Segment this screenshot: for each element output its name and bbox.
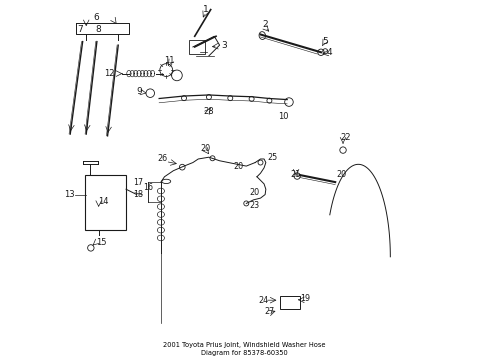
Text: 2: 2 (262, 21, 267, 30)
Bar (189, 40, 205, 54)
Text: 20: 20 (200, 144, 210, 153)
Text: 20: 20 (249, 188, 260, 197)
Text: 19: 19 (299, 294, 309, 303)
Text: 14: 14 (98, 197, 108, 206)
Text: 11: 11 (164, 56, 175, 65)
Text: 4: 4 (325, 48, 331, 57)
Text: 17: 17 (133, 177, 143, 186)
Ellipse shape (162, 179, 170, 184)
Text: 5: 5 (322, 37, 328, 46)
Text: 15: 15 (96, 238, 106, 247)
Text: 2001 Toyota Prius Joint, Windshield Washer Hose
Diagram for 85378-60350: 2001 Toyota Prius Joint, Windshield Wash… (163, 342, 325, 356)
Text: 22: 22 (340, 133, 350, 142)
Text: 7: 7 (77, 25, 83, 34)
Bar (280, 296, 299, 310)
Text: 28: 28 (203, 107, 214, 116)
Text: 27: 27 (264, 307, 274, 316)
Text: 6: 6 (93, 13, 99, 22)
Text: 10: 10 (278, 112, 288, 121)
Text: 9: 9 (136, 87, 142, 96)
Text: 13: 13 (64, 190, 74, 199)
Text: 8: 8 (95, 25, 101, 34)
Text: 20: 20 (233, 162, 244, 171)
Text: 25: 25 (267, 153, 277, 162)
Text: 23: 23 (249, 201, 260, 210)
Text: 16: 16 (143, 183, 153, 192)
Text: 20: 20 (336, 171, 346, 180)
Text: 3: 3 (221, 41, 226, 50)
Text: 26: 26 (157, 154, 167, 163)
Bar (85, 175, 126, 230)
Text: 12: 12 (104, 69, 114, 78)
Text: 21: 21 (289, 170, 300, 179)
Text: 1: 1 (202, 5, 208, 14)
Text: 18: 18 (133, 190, 143, 199)
Text: 24: 24 (258, 296, 268, 305)
